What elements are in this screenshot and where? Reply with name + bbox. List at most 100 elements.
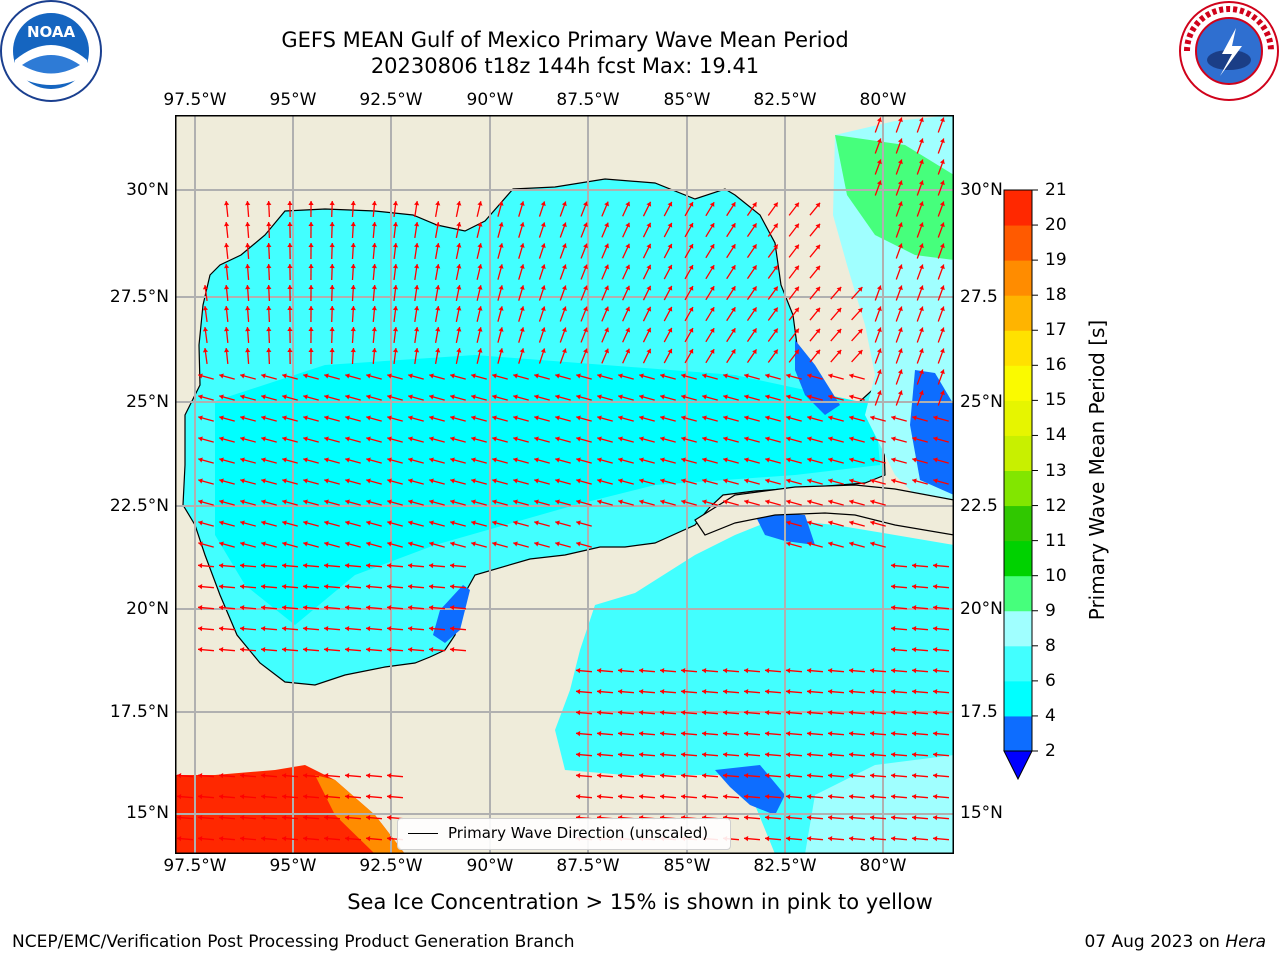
lat-label-left: 30°N: [126, 180, 169, 200]
wave-arrow-head: [618, 668, 623, 674]
wave-arrow-head: [303, 520, 308, 526]
wave-arrow-head: [223, 201, 230, 206]
wave-arrow-head: [308, 243, 314, 248]
wave-arrow-head: [303, 647, 308, 653]
wave-arrow-head: [429, 373, 434, 379]
wave-arrow-head: [223, 222, 230, 227]
wave-arrow-head: [498, 264, 504, 269]
wave-arrow-head: [618, 752, 623, 758]
wave-arrow-head: [240, 394, 245, 400]
wave-arrow-head: [534, 520, 539, 526]
wave-arrow-head: [891, 563, 896, 569]
wave-arrow-head: [282, 436, 287, 442]
wave-arrow-head: [939, 390, 945, 396]
wave-arrow-head: [261, 584, 266, 590]
wave-arrow-head: [576, 541, 581, 547]
wave-arrow-head: [667, 222, 673, 228]
wave-arrow-head: [261, 815, 266, 821]
dark-blue-campeche: [433, 585, 470, 643]
wave-arrow-head: [939, 180, 945, 186]
wave-arrow-head: [366, 773, 371, 779]
wave-arrow-head: [604, 306, 609, 312]
lon-label-bottom: 90°W: [466, 856, 514, 876]
wave-arrow-head: [219, 563, 224, 569]
wave-arrow-head: [723, 415, 728, 421]
wave-arrow-head: [266, 306, 272, 311]
wave-arrow-head: [891, 731, 896, 737]
wave-arrow-head: [366, 499, 371, 505]
wave-arrow-head: [828, 836, 833, 842]
wave-arrow-head: [773, 244, 778, 250]
wave-arrow-head: [709, 244, 715, 249]
wave-arrow-head: [392, 306, 399, 311]
wave-arrow-head: [912, 626, 917, 632]
wave-arrow-head: [681, 499, 686, 505]
wave-arrow-head: [245, 348, 251, 353]
wave-arrow-head: [939, 264, 945, 270]
wave-arrow-head: [308, 306, 314, 311]
wave-arrow-head: [681, 457, 686, 463]
wave-arrow-head: [807, 836, 812, 842]
wave-arrow-head: [828, 731, 833, 737]
colorbar-tick-label: 14: [1045, 425, 1067, 446]
wave-arrow-head: [450, 541, 455, 547]
wave-arrow-head: [857, 329, 863, 334]
wave-arrow-head: [429, 584, 434, 590]
wave-arrow-head: [870, 689, 875, 695]
wave-arrow-head: [408, 647, 413, 653]
caribbean-light-area: [805, 755, 954, 854]
wave-arrow-head: [912, 815, 917, 821]
wave-arrow-head: [597, 478, 602, 484]
wave-arrow-head: [366, 563, 371, 569]
wave-arrow-head: [933, 415, 938, 421]
wave-arrow-head: [371, 306, 377, 311]
wave-arrow-head: [912, 668, 917, 674]
lon-label-top: 87.5°W: [556, 90, 620, 110]
wave-arrow-head: [807, 520, 812, 526]
wave-arrow-head: [702, 415, 707, 421]
wave-arrow-head: [282, 457, 287, 463]
wave-arrow-head: [324, 794, 329, 800]
wave-arrow-head: [429, 436, 434, 442]
wave-arrow-head: [723, 373, 728, 379]
wave-arrow-head: [245, 201, 251, 206]
wave-arrow-head: [870, 457, 875, 463]
wave-arrow-head: [912, 584, 917, 590]
wave-arrow-head: [477, 201, 483, 206]
wave-arrow-head: [828, 689, 833, 695]
wave-arrow-head: [933, 478, 938, 484]
wave-arrow-head: [891, 436, 896, 442]
colorbar-title: Primary Wave Mean Period [s]: [1085, 319, 1109, 621]
lat-label-right: 27.5: [960, 287, 998, 307]
wave-arrow-head: [303, 626, 308, 632]
wave-arrow-head: [519, 327, 525, 332]
wave-arrow-head: [345, 836, 350, 842]
wave-arrow-head: [198, 836, 203, 842]
wave-arrow-head: [870, 520, 875, 526]
wave-arrow-head: [414, 327, 420, 332]
wave-arrow-head: [245, 264, 251, 269]
wave-arrow-head: [329, 243, 335, 248]
wave-arrow-head: [849, 436, 854, 442]
wave-arrow-head: [366, 605, 371, 611]
wave-arrow-head: [576, 478, 581, 484]
wave-arrow-head: [815, 349, 821, 355]
colorbar-extend-triangle: [1003, 750, 1033, 781]
wave-arrow-head: [429, 415, 434, 421]
wave-arrow-head: [897, 264, 903, 270]
wave-arrow-head: [744, 836, 749, 842]
wave-arrow-head: [849, 541, 854, 547]
wave-arrow-head: [870, 710, 875, 716]
wave-arrow-head: [807, 373, 812, 379]
wave-arrow-head: [891, 478, 896, 484]
wave-arrow-head: [345, 394, 350, 400]
wave-arrow-head: [744, 668, 749, 674]
wave-arrow-head: [240, 436, 245, 442]
wave-arrow-head: [324, 647, 329, 653]
wave-arrow-head: [555, 373, 560, 379]
wave-arrow-head: [765, 394, 770, 400]
wave-arrow-head: [240, 794, 245, 800]
colorbar-tick-label: 10: [1045, 565, 1067, 586]
wave-arrow-head: [583, 285, 588, 291]
wave-arrow-head: [618, 436, 623, 442]
